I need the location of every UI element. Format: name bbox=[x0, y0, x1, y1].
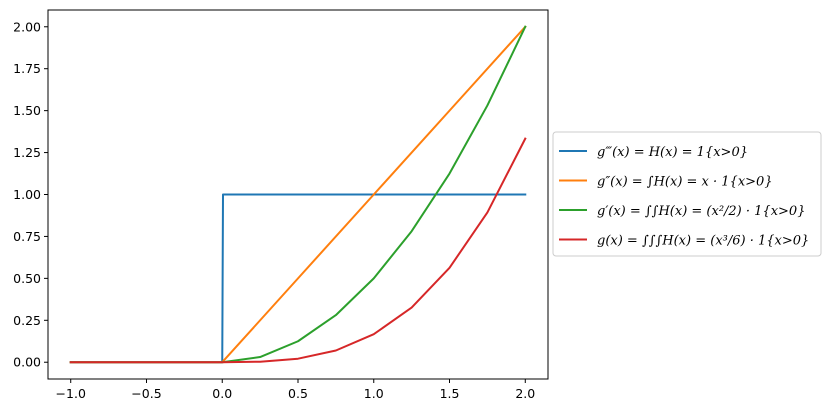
series-lines bbox=[69, 25, 527, 364]
legend-label-0: g‴(x) = H(x) = 1{x>0} bbox=[597, 145, 748, 160]
series-line-3 bbox=[69, 137, 527, 364]
x-tick-label: 1.0 bbox=[364, 386, 384, 401]
legend: g‴(x) = H(x) = 1{x>0} g″(x) = ∫H(x) = x ·… bbox=[552, 131, 822, 257]
y-tick-label: 0.75 bbox=[13, 229, 41, 244]
y-tick-label: 2.00 bbox=[13, 19, 41, 34]
x-tick-label: 2.0 bbox=[515, 386, 535, 401]
y-tick-label: 0.25 bbox=[13, 313, 41, 328]
y-tick-label: 1.50 bbox=[13, 103, 41, 118]
y-tick-label: 1.25 bbox=[13, 145, 41, 160]
legend-label-1: g″(x) = ∫H(x) = x · 1{x>0} bbox=[597, 175, 773, 190]
x-tick-label: −0.5 bbox=[131, 386, 161, 401]
legend-box bbox=[552, 131, 822, 257]
legend-label-3: g(x) = ∫∫∫H(x) = (x³/6) · 1{x>0} bbox=[597, 234, 809, 249]
y-tick-label: 0.50 bbox=[13, 271, 41, 286]
y-tick-label: 1.00 bbox=[13, 187, 41, 202]
x-tick-label: −1.0 bbox=[56, 386, 86, 401]
legend-label-2: g′(x) = ∫∫H(x) = (x²/2) · 1{x>0} bbox=[597, 204, 805, 219]
x-tick-label: 0.5 bbox=[288, 386, 308, 401]
x-tick-label: 0.0 bbox=[212, 386, 232, 401]
y-tick-label: 0.00 bbox=[13, 355, 41, 370]
x-tick-label: 1.5 bbox=[440, 386, 460, 401]
axes: −1.0 −0.5 0.0 0.5 1.0 1.5 2.0 0.00 0.25 0.50 0.75 1… bbox=[13, 9, 549, 401]
y-tick-label: 1.75 bbox=[13, 61, 41, 76]
